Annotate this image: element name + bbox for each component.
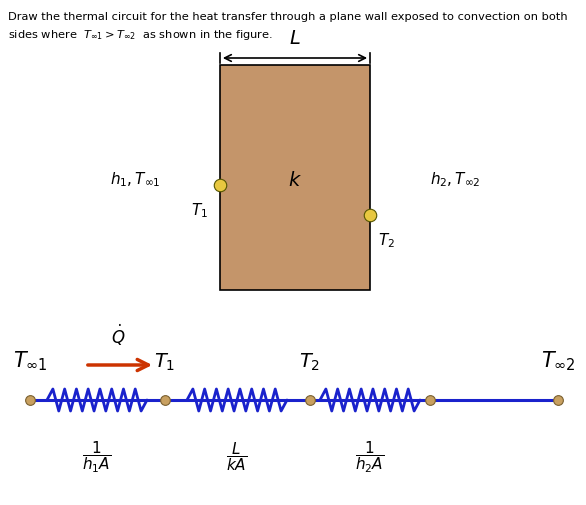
Text: $T_2$: $T_2$ [299,351,321,373]
Text: $T_{\infty 2}$: $T_{\infty 2}$ [541,349,575,373]
Text: $\dfrac{1}{h_1 A}$: $\dfrac{1}{h_1 A}$ [82,440,112,476]
Text: $T_1$: $T_1$ [191,201,208,220]
Text: $h_2, T_{\infty 2}$: $h_2, T_{\infty 2}$ [430,171,481,189]
Text: sides where  $T_{\infty 1} > T_{\infty 2}$  as shown in the figure.: sides where $T_{\infty 1} > T_{\infty 2}… [8,28,273,42]
Bar [220,65,370,290]
Text: $h_1, T_{\infty 1}$: $h_1, T_{\infty 1}$ [110,171,161,189]
Text: $\dfrac{1}{h_2 A}$: $\dfrac{1}{h_2 A}$ [355,440,384,476]
Text: Draw the thermal circuit for the heat transfer through a plane wall exposed to c: Draw the thermal circuit for the heat tr… [8,12,568,22]
Text: $L$: $L$ [289,29,301,48]
Text: $T_2$: $T_2$ [378,231,395,249]
Text: $T_{\infty 1}$: $T_{\infty 1}$ [13,349,47,373]
Text: $k$: $k$ [288,171,302,189]
Text: $\dot{Q}$: $\dot{Q}$ [111,323,125,348]
Text: $T_1$: $T_1$ [154,351,176,373]
Text: $\dfrac{L}{kA}$: $\dfrac{L}{kA}$ [226,440,248,473]
